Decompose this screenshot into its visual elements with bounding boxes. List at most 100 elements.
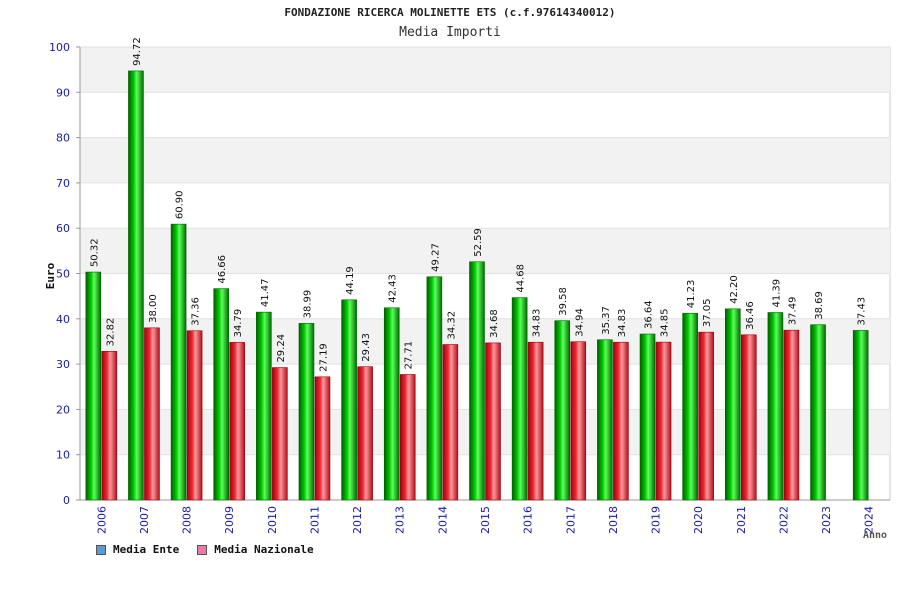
legend-label-media-nazionale: Media Nazionale (214, 543, 314, 556)
data-label: 44.19 (345, 266, 356, 295)
x-tick-label: 2023 (820, 506, 833, 534)
legend-item-media-nazionale: Media Nazionale (197, 543, 314, 556)
bar-media-ente-2010 (256, 311, 272, 501)
bar-media-nazionale-2007 (144, 327, 160, 501)
x-axis-label: Anno (863, 530, 887, 541)
legend-swatch-media-nazionale (197, 544, 208, 555)
x-tick-label: 2009 (223, 506, 236, 534)
chart-title: FONDAZIONE RICERCA MOLINETTE ETS (c.f.97… (284, 6, 616, 19)
x-tick-label: 2012 (351, 506, 364, 534)
y-tick-label: 100 (49, 41, 70, 54)
data-label: 32.82 (105, 318, 116, 347)
bar-media-ente-2018 (597, 339, 613, 501)
data-label: 42.20 (729, 275, 740, 304)
bar-media-nazionale-2014 (442, 344, 459, 501)
data-label: 41.47 (260, 279, 271, 308)
x-tick-label: 2007 (138, 506, 151, 534)
data-label: 37.36 (191, 297, 202, 326)
bar-media-nazionale-2021 (740, 334, 757, 501)
y-tick-label: 20 (56, 403, 70, 416)
y-tick-label: 50 (56, 268, 70, 281)
bar-media-nazionale-2013 (399, 374, 416, 501)
bar-media-nazionale-2011 (314, 376, 331, 501)
bar-media-ente-2009 (213, 288, 230, 501)
bar-media-ente-2013 (383, 307, 400, 501)
x-tick-label: 2015 (479, 506, 492, 534)
bar-media-ente-2011 (298, 323, 315, 501)
bar-media-ente-2023 (810, 324, 826, 501)
x-tick-label: 2011 (308, 506, 321, 534)
data-label: 37.49 (787, 297, 798, 326)
bar-media-nazionale-2016 (527, 341, 544, 501)
data-label: 36.46 (745, 301, 756, 330)
bar-media-nazionale-2009 (229, 342, 246, 501)
data-label: 46.66 (217, 255, 228, 284)
data-label: 50.32 (89, 238, 100, 267)
data-label: 37.05 (702, 299, 713, 328)
bar-media-nazionale-2019 (655, 341, 672, 501)
data-label: 38.69 (814, 291, 825, 320)
bar-media-nazionale-2015 (485, 342, 501, 501)
data-label: 34.68 (489, 309, 500, 338)
bar-media-ente-2016 (511, 297, 528, 501)
data-label: 38.99 (302, 290, 313, 319)
x-tick-label: 2024 (863, 506, 876, 534)
bar-media-nazionale-2022 (783, 329, 800, 501)
y-tick-label: 40 (56, 313, 70, 326)
y-tick-label: 60 (56, 222, 70, 235)
data-label: 41.39 (771, 279, 782, 308)
grid-band (80, 137, 890, 183)
data-label: 41.23 (686, 280, 697, 309)
x-tick-label: 2006 (95, 506, 108, 534)
bar-media-nazionale-2018 (613, 341, 629, 501)
y-tick-label: 80 (56, 132, 70, 145)
bar-media-ente-2006 (85, 271, 102, 501)
bar-media-ente-2020 (682, 312, 698, 501)
data-label: 49.27 (430, 243, 441, 272)
x-tick-label: 2016 (522, 506, 535, 534)
bar-media-ente-2022 (767, 312, 784, 501)
data-label: 44.68 (516, 264, 527, 293)
data-label: 34.83 (532, 309, 543, 338)
bar-media-ente-2021 (724, 308, 741, 501)
y-tick-label: 30 (56, 358, 70, 371)
bar-media-ente-2024 (852, 330, 869, 501)
bar-media-ente-2007 (128, 70, 144, 501)
data-label: 38.00 (148, 294, 159, 323)
y-tick-label: 10 (56, 449, 70, 462)
chart-legend: Media Ente Media Nazionale (96, 543, 314, 556)
data-label: 27.19 (318, 343, 329, 372)
data-label: 27.71 (404, 341, 415, 370)
bar-media-nazionale-2006 (101, 351, 118, 501)
data-label: 29.24 (276, 334, 287, 363)
data-label: 35.37 (601, 306, 612, 335)
x-tick-label: 2020 (692, 506, 705, 534)
bar-media-ente-2012 (341, 299, 357, 501)
y-tick-label: 0 (63, 494, 70, 507)
x-tick-label: 2019 (650, 506, 663, 534)
data-label: 29.43 (361, 333, 372, 362)
bar-media-nazionale-2017 (570, 341, 587, 501)
bar-media-nazionale-2008 (186, 330, 203, 501)
data-label: 34.32 (446, 311, 457, 340)
data-label: 37.43 (857, 297, 868, 326)
y-tick-label: 70 (56, 177, 70, 190)
data-label: 42.43 (388, 274, 399, 303)
legend-item-media-ente: Media Ente (96, 543, 179, 556)
x-tick-label: 2010 (266, 506, 279, 534)
bar-media-ente-2017 (554, 320, 571, 501)
x-tick-label: 2018 (607, 506, 620, 534)
data-label: 39.58 (558, 287, 569, 316)
legend-label-media-ente: Media Ente (113, 543, 180, 556)
data-label: 34.83 (617, 309, 628, 338)
data-label: 34.94 (574, 308, 585, 337)
y-tick-label: 90 (56, 86, 70, 99)
data-label: 94.72 (132, 37, 143, 66)
x-tick-label: 2022 (777, 506, 790, 534)
y-axis-label: Euro (44, 262, 57, 289)
bar-media-ente-2015 (469, 261, 485, 501)
bar-media-nazionale-2020 (698, 331, 714, 501)
bar-media-ente-2008 (170, 223, 187, 501)
